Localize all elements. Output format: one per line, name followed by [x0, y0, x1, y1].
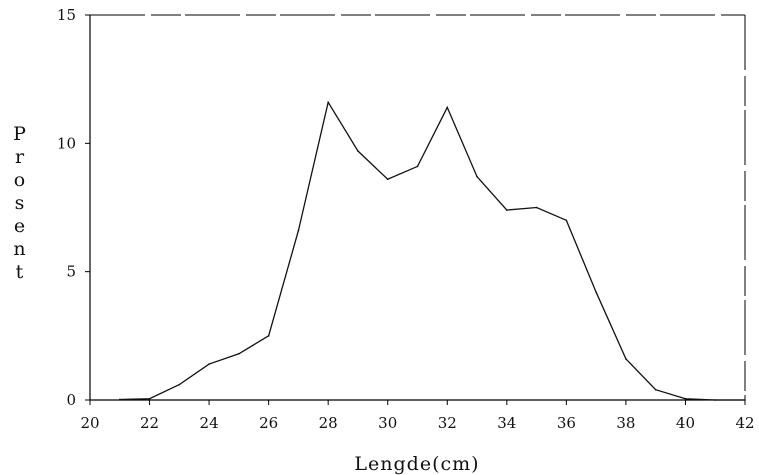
data-point: [357, 150, 359, 152]
data-point: [714, 399, 717, 401]
x-tick-label: 24: [200, 414, 219, 432]
series-group: [118, 100, 746, 401]
data-point: [535, 206, 538, 209]
data-point: [148, 397, 151, 400]
series-line: [119, 100, 745, 401]
y-tick-label: 5: [66, 263, 76, 281]
y-axis-title-letter: r: [15, 146, 25, 168]
y-axis-title-letter: e: [14, 215, 26, 237]
plot-frame: [89, 14, 746, 401]
data-point: [625, 358, 627, 360]
x-tick-label: 42: [735, 414, 754, 432]
data-point: [416, 165, 419, 168]
y-tick-label: 0: [66, 391, 76, 409]
y-tick-label: 15: [57, 6, 76, 24]
y-axis-title-letter: t: [16, 261, 25, 283]
x-tick-label: 32: [438, 414, 457, 432]
data-point: [476, 175, 478, 178]
data-point: [684, 397, 687, 400]
x-tick-label: 20: [80, 414, 99, 432]
data-point: [208, 363, 210, 365]
data-point: [327, 101, 329, 104]
y-axis-title-letter: o: [14, 169, 26, 191]
data-point: [565, 219, 568, 222]
y-axis-title-letter: P: [13, 123, 27, 145]
data-point: [446, 106, 449, 109]
x-tick-label: 30: [378, 414, 397, 432]
data-point: [267, 335, 270, 337]
y-tick-label: 10: [57, 134, 76, 152]
y-axis-title-letter: n: [13, 238, 26, 260]
data-point: [595, 291, 597, 294]
y-axis-title-letter: s: [15, 192, 26, 214]
data-point: [297, 229, 300, 232]
data-point: [506, 209, 508, 211]
x-tick-label: 34: [497, 414, 516, 432]
data-point: [178, 383, 181, 386]
data-point: [238, 353, 240, 355]
x-axis-ticks: 20 22 24 26 28 30 32 34 36 38 40 42: [80, 400, 755, 432]
x-tick-label: 40: [676, 414, 695, 432]
x-tick-label: 26: [259, 414, 278, 432]
data-point: [654, 388, 657, 391]
data-point: [386, 178, 389, 181]
x-tick-label: 22: [140, 414, 159, 432]
x-tick-label: 28: [319, 414, 338, 432]
x-axis-title: Lengde(cm): [354, 453, 479, 475]
x-tick-label: 36: [557, 414, 576, 432]
y-axis-ticks: 0 5 10 15: [57, 6, 90, 409]
data-point: [744, 399, 746, 401]
x-tick-label: 38: [616, 414, 635, 432]
data-point: [118, 398, 121, 401]
